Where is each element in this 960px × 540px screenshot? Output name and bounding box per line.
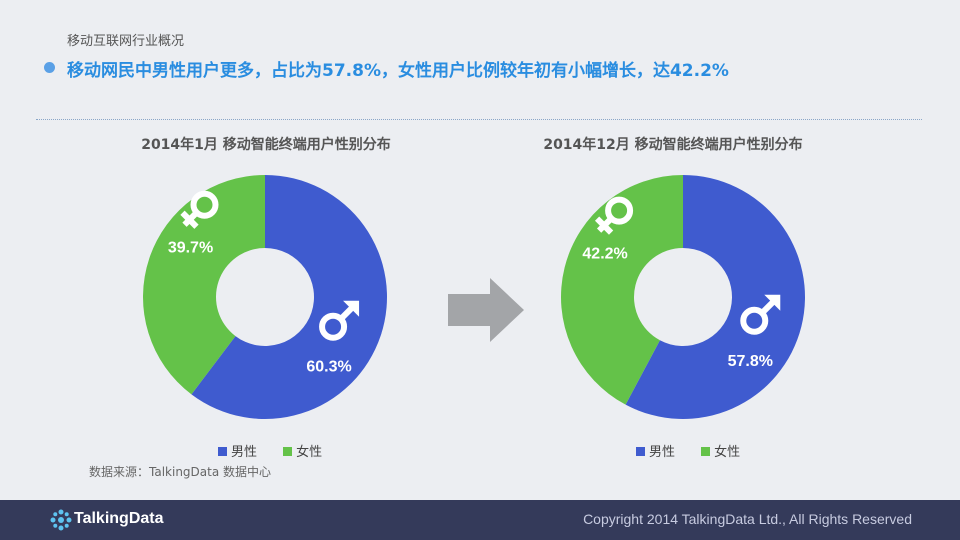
chart-title-dec: 2014年12月 移动智能终端用户性别分布 bbox=[543, 137, 803, 153]
slice-female bbox=[143, 175, 265, 395]
slice-male bbox=[191, 175, 387, 419]
legend-swatch-female bbox=[283, 447, 293, 456]
slice-male bbox=[625, 175, 805, 419]
legend-jan: 男性 女性 bbox=[218, 441, 344, 460]
legend-dec: 男性 女性 bbox=[636, 441, 762, 460]
slice-female bbox=[561, 175, 683, 405]
legend-swatch-female bbox=[701, 447, 711, 456]
arrow-right-icon bbox=[448, 278, 524, 342]
legend-item-female: 女性 bbox=[701, 445, 740, 460]
copyright: Copyright 2014 TalkingData Ltd., All Rig… bbox=[583, 511, 912, 527]
female-icon bbox=[180, 190, 219, 229]
legend-label: 女性 bbox=[296, 445, 323, 460]
legend-item-male: 男性 bbox=[636, 445, 675, 460]
footer-logo-text: TalkingData bbox=[74, 510, 164, 527]
legend-item-female: 女性 bbox=[283, 445, 322, 460]
donut-chart-jan: 60.3% 39.7% bbox=[143, 175, 387, 419]
female-icon bbox=[594, 196, 634, 235]
bullet-icon bbox=[44, 62, 55, 73]
headline: 移动网民中男性用户更多，占比为57.8%，女性用户比例较年初有小幅增长，达42.… bbox=[67, 61, 729, 81]
label-female-pct: 39.7% bbox=[168, 240, 213, 257]
legend-swatch-male bbox=[218, 447, 227, 456]
donut-chart-dec: 57.8% 42.2% bbox=[561, 175, 805, 419]
talkingdata-logo-icon bbox=[50, 509, 72, 531]
footer-bar: TalkingData Copyright 2014 TalkingData L… bbox=[0, 500, 960, 540]
data-source: 数据来源：TalkingData 数据中心 bbox=[89, 465, 272, 479]
section-label: 移动互联网行业概况 bbox=[67, 34, 185, 49]
chart-title-jan: 2014年1月 移动智能终端用户性别分布 bbox=[141, 137, 391, 153]
legend-label: 女性 bbox=[714, 445, 741, 460]
legend-swatch-male bbox=[636, 447, 645, 456]
label-male-pct: 57.8% bbox=[728, 353, 773, 370]
label-female-pct: 42.2% bbox=[582, 246, 627, 263]
legend-label: 男性 bbox=[231, 445, 258, 460]
male-icon bbox=[319, 300, 360, 341]
legend-label: 男性 bbox=[649, 445, 676, 460]
male-icon bbox=[740, 294, 781, 335]
divider bbox=[36, 119, 922, 120]
label-male-pct: 60.3% bbox=[306, 359, 351, 376]
legend-item-male: 男性 bbox=[218, 445, 257, 460]
